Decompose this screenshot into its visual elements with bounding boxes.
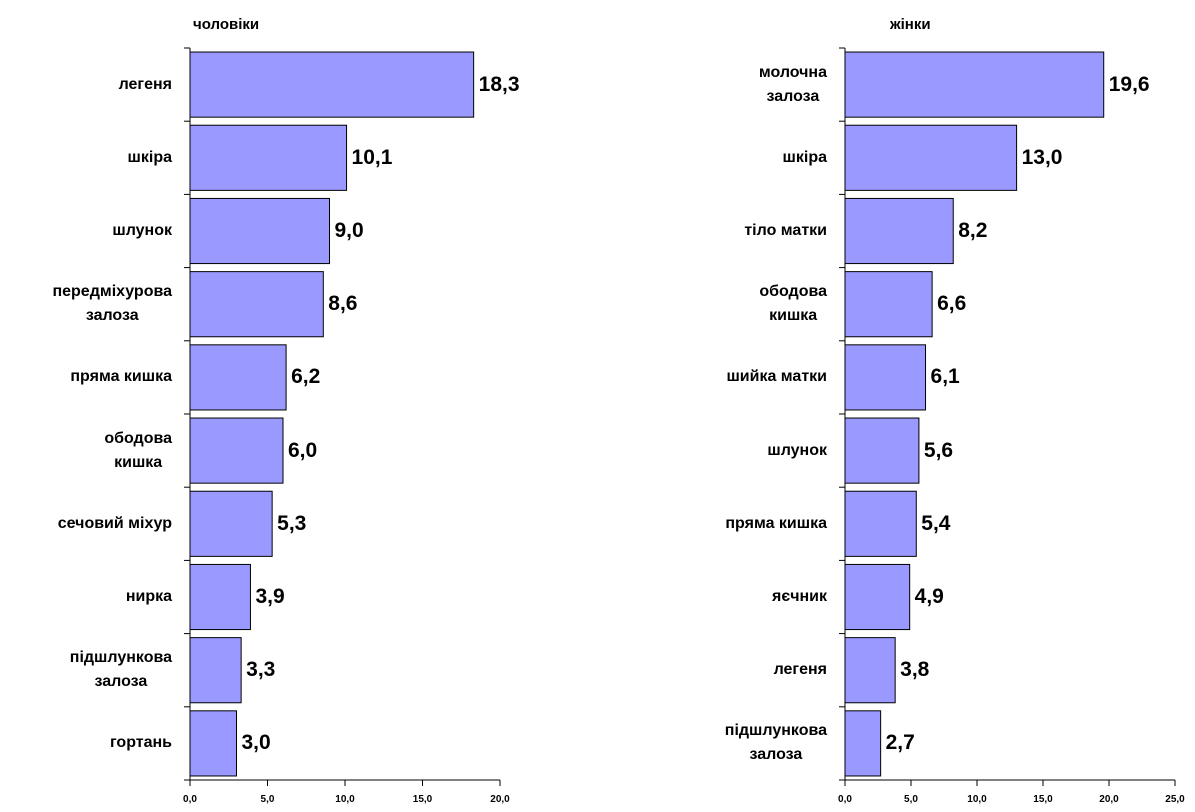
bar [844,637,896,704]
bar [189,51,475,118]
value-label: 8,2 [958,219,988,242]
category-label: шийка матки [726,368,827,386]
category-label: шкіра [782,148,827,166]
bar [844,124,1018,191]
bar [189,124,348,191]
category-label: ободова кишка [104,429,172,471]
bar [844,51,1105,118]
category-label: легеня [773,661,827,679]
category-label: шлунок [112,222,172,239]
value-label: 5,6 [923,438,954,462]
bar [189,637,242,704]
x-tick-label: 5,0 [904,794,918,805]
category-label: яєчник [772,588,827,605]
bar [844,417,920,484]
category-label: ободова кишка [759,283,827,325]
category-label: пряма кишка [725,514,827,532]
bar [844,271,933,338]
bar [844,563,911,631]
value-label: 10,1 [351,145,393,169]
bar [844,710,882,777]
value-label: 5,4 [921,511,951,535]
x-tick-label: 10,0 [335,794,355,805]
chart-title: чоловіки [193,16,260,33]
value-label: 6,1 [930,365,960,389]
value-label: 5,3 [277,511,307,535]
x-tick-label: 5,0 [260,794,275,805]
value-label: 4,9 [914,585,944,608]
bar [189,344,287,411]
category-label: шкіра [127,148,172,166]
category-label: нирка [125,588,172,605]
category-label: підшлункова залоза [724,722,827,764]
value-label: 19,6 [1108,72,1150,96]
bar [844,490,917,557]
x-tick-label: 0,0 [838,794,852,805]
x-tick-label: 25,0 [1165,794,1185,805]
category-label: легеня [118,75,172,93]
category-label: сечовий міхур [57,514,172,532]
category-label: тіло матки [744,222,827,239]
bar [844,344,927,411]
bar [189,417,284,484]
value-label: 2,7 [885,731,915,755]
bar [189,490,273,557]
bar [189,563,251,631]
category-label: передміхурова залоза [52,283,172,325]
value-label: 13,0 [1021,145,1063,169]
chart-title: жінки [890,16,931,33]
value-label: 8,6 [328,292,358,316]
value-label: 18,3 [478,72,520,96]
value-label: 6,6 [937,292,967,316]
category-label: підшлункова залоза [69,649,172,691]
category-label: молочна залоза [758,63,827,105]
value-label: 9,0 [334,219,364,242]
value-label: 3,3 [246,658,276,682]
x-tick-label: 10,0 [967,794,987,805]
category-label: гортань [109,734,172,752]
x-tick-label: 0,0 [183,794,197,805]
value-label: 3,0 [241,731,271,755]
value-label: 3,8 [900,658,930,682]
x-tick-label: 20,0 [1099,794,1119,805]
value-label: 6,2 [291,365,321,389]
value-label: 6,0 [288,438,318,462]
x-tick-label: 15,0 [1033,794,1053,805]
bar [189,710,237,777]
bar [189,197,330,265]
category-label: пряма кишка [70,368,172,386]
x-tick-label: 15,0 [412,794,433,805]
x-tick-label: 20,0 [490,794,510,805]
bar [189,271,324,338]
category-label: шлунок [767,441,827,459]
bar [844,197,954,265]
value-label: 3,9 [255,585,285,608]
